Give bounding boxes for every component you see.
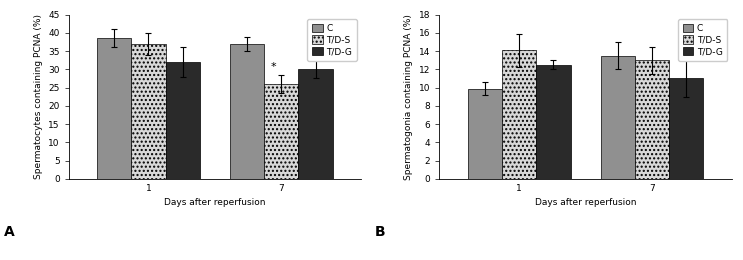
Y-axis label: Spermatogonia containing PCNA (%): Spermatogonia containing PCNA (%) (404, 14, 413, 180)
Bar (601, 56, 635, 179)
Legend: C, T/D-S, T/D-G: C, T/D-S, T/D-G (678, 19, 727, 61)
Text: *: * (271, 62, 276, 72)
Bar (502, 50, 536, 179)
Bar (97, 38, 132, 179)
Bar (265, 84, 299, 179)
Bar (166, 62, 200, 179)
X-axis label: Days after reperfusion: Days after reperfusion (164, 198, 266, 207)
Legend: C, T/D-S, T/D-G: C, T/D-S, T/D-G (307, 19, 357, 61)
Bar (536, 65, 571, 179)
Text: A: A (4, 225, 15, 239)
Bar (299, 69, 333, 179)
Bar (468, 88, 502, 179)
Bar (230, 44, 265, 179)
Bar (669, 79, 704, 179)
Bar (132, 44, 166, 179)
X-axis label: Days after reperfusion: Days after reperfusion (535, 198, 637, 207)
Text: B: B (375, 225, 386, 239)
Bar (635, 60, 669, 179)
Y-axis label: Spermatocytes containing PCNA (%): Spermatocytes containing PCNA (%) (33, 14, 42, 179)
